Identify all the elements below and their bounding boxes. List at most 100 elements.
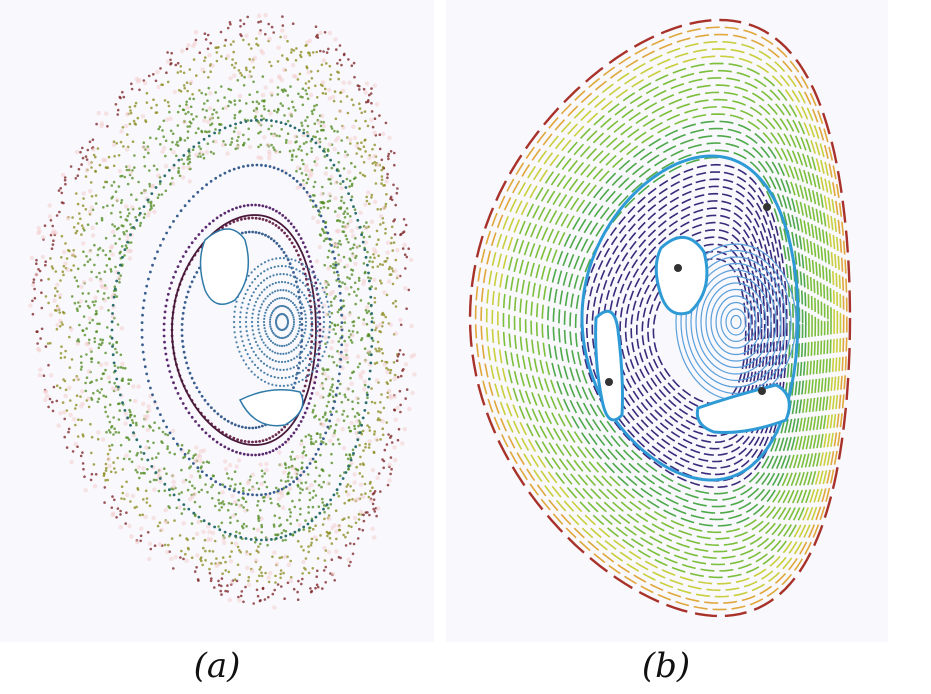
scatter-dot xyxy=(318,346,321,350)
scatter-dot xyxy=(135,505,138,509)
scatter-dot xyxy=(310,519,314,523)
scatter-dot xyxy=(218,174,222,177)
scatter-dot xyxy=(209,579,213,583)
scatter-dot xyxy=(381,165,385,169)
scatter-dot xyxy=(347,564,351,567)
scatter-dot xyxy=(324,419,328,422)
scatter-dot xyxy=(300,466,304,469)
scatter-dot xyxy=(166,292,170,296)
scatter-dot xyxy=(104,236,108,240)
scatter-dot xyxy=(306,115,309,119)
scatter-dot xyxy=(347,499,351,502)
scatter-dot xyxy=(269,497,272,501)
scatter-dot xyxy=(264,451,268,455)
panel-b-poincare-contours xyxy=(446,0,888,642)
scatter-dot xyxy=(190,415,194,419)
scatter-dot xyxy=(286,58,290,62)
scatter-dot xyxy=(142,498,145,501)
scatter-dot xyxy=(279,102,283,105)
scatter-dot xyxy=(213,539,217,543)
scatter-dot xyxy=(191,484,194,488)
scatter-dot xyxy=(52,385,56,389)
scatter-dot xyxy=(234,464,239,469)
scatter-dot xyxy=(168,370,172,373)
scatter-dot xyxy=(314,135,317,139)
scatter-dot xyxy=(397,352,401,356)
scatter-dot xyxy=(310,320,314,324)
scatter-dot xyxy=(326,341,329,344)
scatter-dot xyxy=(147,556,152,562)
scatter-dot xyxy=(322,437,325,440)
scatter-dot xyxy=(242,84,246,87)
scatter-dot xyxy=(311,51,315,54)
scatter-dot xyxy=(291,450,294,454)
scatter-dot xyxy=(370,320,374,324)
scatter-dot xyxy=(157,489,161,493)
scatter-dot xyxy=(316,325,319,328)
scatter-dot xyxy=(279,289,282,292)
scatter-dot xyxy=(103,111,109,116)
scatter-dot xyxy=(149,204,153,208)
scatter-dot xyxy=(274,574,277,578)
scatter-dot xyxy=(92,391,95,395)
scatter-dot xyxy=(323,413,327,416)
scatter-dot xyxy=(295,373,298,376)
scatter-dot xyxy=(362,513,365,517)
scatter-dot xyxy=(95,330,98,334)
scatter-dot xyxy=(392,445,397,450)
scatter-dot xyxy=(301,303,304,306)
scatter-dot xyxy=(133,399,138,404)
scatter-dot xyxy=(266,335,269,338)
scatter-dot xyxy=(329,388,332,392)
scatter-dot xyxy=(366,263,369,267)
scatter-dot xyxy=(47,214,53,219)
scatter-dot xyxy=(305,366,308,369)
scatter-dot xyxy=(196,453,201,458)
scatter-dot xyxy=(391,301,395,305)
scatter-dot xyxy=(363,240,368,245)
scatter-dot xyxy=(83,488,88,493)
scatter-dot xyxy=(271,222,275,225)
scatter-dot xyxy=(109,268,113,271)
scatter-dot xyxy=(60,255,63,259)
scatter-dot xyxy=(181,479,186,484)
scatter-dot xyxy=(374,102,380,107)
scatter-dot xyxy=(146,210,152,215)
scatter-dot xyxy=(248,70,252,73)
scatter-dot xyxy=(370,387,373,390)
scatter-dot xyxy=(381,205,387,211)
scatter-dot xyxy=(110,184,114,187)
scatter-dot xyxy=(283,297,286,300)
scatter-dot xyxy=(124,112,130,117)
scatter-dot xyxy=(152,441,155,445)
scatter-dot xyxy=(90,270,93,274)
scatter-dot xyxy=(181,402,185,405)
scatter-dot xyxy=(260,571,263,574)
scatter-dot xyxy=(84,175,88,178)
scatter-dot xyxy=(315,307,318,310)
scatter-dot xyxy=(283,336,286,339)
scatter-dot xyxy=(342,201,346,205)
scatter-dot xyxy=(343,348,349,353)
scatter-dot xyxy=(257,317,260,320)
scatter-dot xyxy=(305,379,308,383)
scatter-dot xyxy=(354,211,358,215)
scatter-dot xyxy=(65,267,70,272)
scatter-dot xyxy=(310,537,314,541)
scatter-dot xyxy=(95,309,98,313)
scatter-dot xyxy=(209,70,212,73)
scatter-dot xyxy=(295,335,298,338)
scatter-dot xyxy=(204,483,207,486)
scatter-dot xyxy=(289,532,292,536)
scatter-dot xyxy=(345,237,349,241)
scatter-dot xyxy=(324,431,328,435)
scatter-dot xyxy=(126,182,130,186)
scatter-dot xyxy=(342,167,346,170)
scatter-dot xyxy=(315,288,318,291)
scatter-dot xyxy=(117,431,121,434)
scatter-dot xyxy=(83,229,86,232)
scatter-dot xyxy=(81,241,86,246)
scatter-dot xyxy=(342,409,346,413)
scatter-dot xyxy=(251,426,255,430)
scatter-dot xyxy=(367,155,372,161)
